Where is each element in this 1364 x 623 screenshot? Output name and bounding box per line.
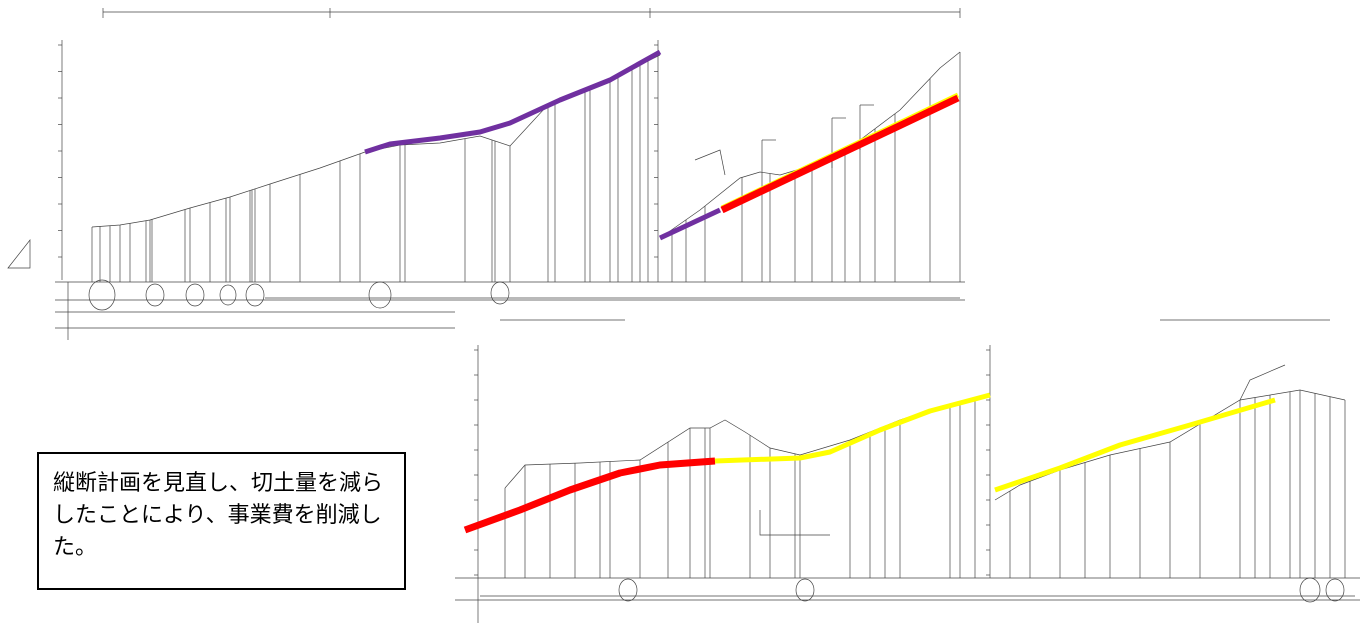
curve-marker-circle: [490, 281, 510, 305]
curve-marker-circle: [88, 279, 116, 311]
callout-leader: [1239, 364, 1286, 401]
purple-grade-line-upper-right: [658, 207, 722, 241]
structure-marker: [759, 510, 830, 536]
explanation-note-text: 縦断計画を見直し、切土量を減らしたことにより、事業費を削減した。: [53, 471, 384, 560]
curve-marker-circle: [219, 284, 237, 306]
existing-ground-line: [91, 54, 661, 228]
curve-marker-circle: [245, 283, 265, 307]
red-grade-line-upper: [720, 94, 960, 214]
profile-sheet-upper: [7, 8, 965, 340]
curve-marker-circle: [1325, 578, 1345, 602]
red-grade-line-lower: [463, 457, 716, 534]
existing-ground-line-lower: [504, 399, 976, 489]
curve-marker-circle: [368, 281, 392, 309]
slope-triangle-symbol: [7, 238, 31, 269]
curve-marker-circle: [618, 578, 638, 602]
curve-marker-circle: [1299, 577, 1321, 603]
purple-grade-line-upper-left: [364, 49, 662, 155]
curve-marker-circle: [145, 283, 165, 307]
curve-marker-circle: [795, 578, 815, 602]
curve-marker-circle: [185, 283, 205, 307]
callout-leader: [694, 149, 726, 176]
profile-sheet-lower: [455, 319, 1360, 623]
yellow-grade-line-lower-left: [714, 392, 991, 464]
planned-grade-lines: [364, 49, 1276, 534]
yellow-grade-line-lower-right: [994, 397, 1276, 493]
explanation-note-box: 縦断計画を見直し、切土量を減らしたことにより、事業費を削減した。: [37, 452, 406, 590]
